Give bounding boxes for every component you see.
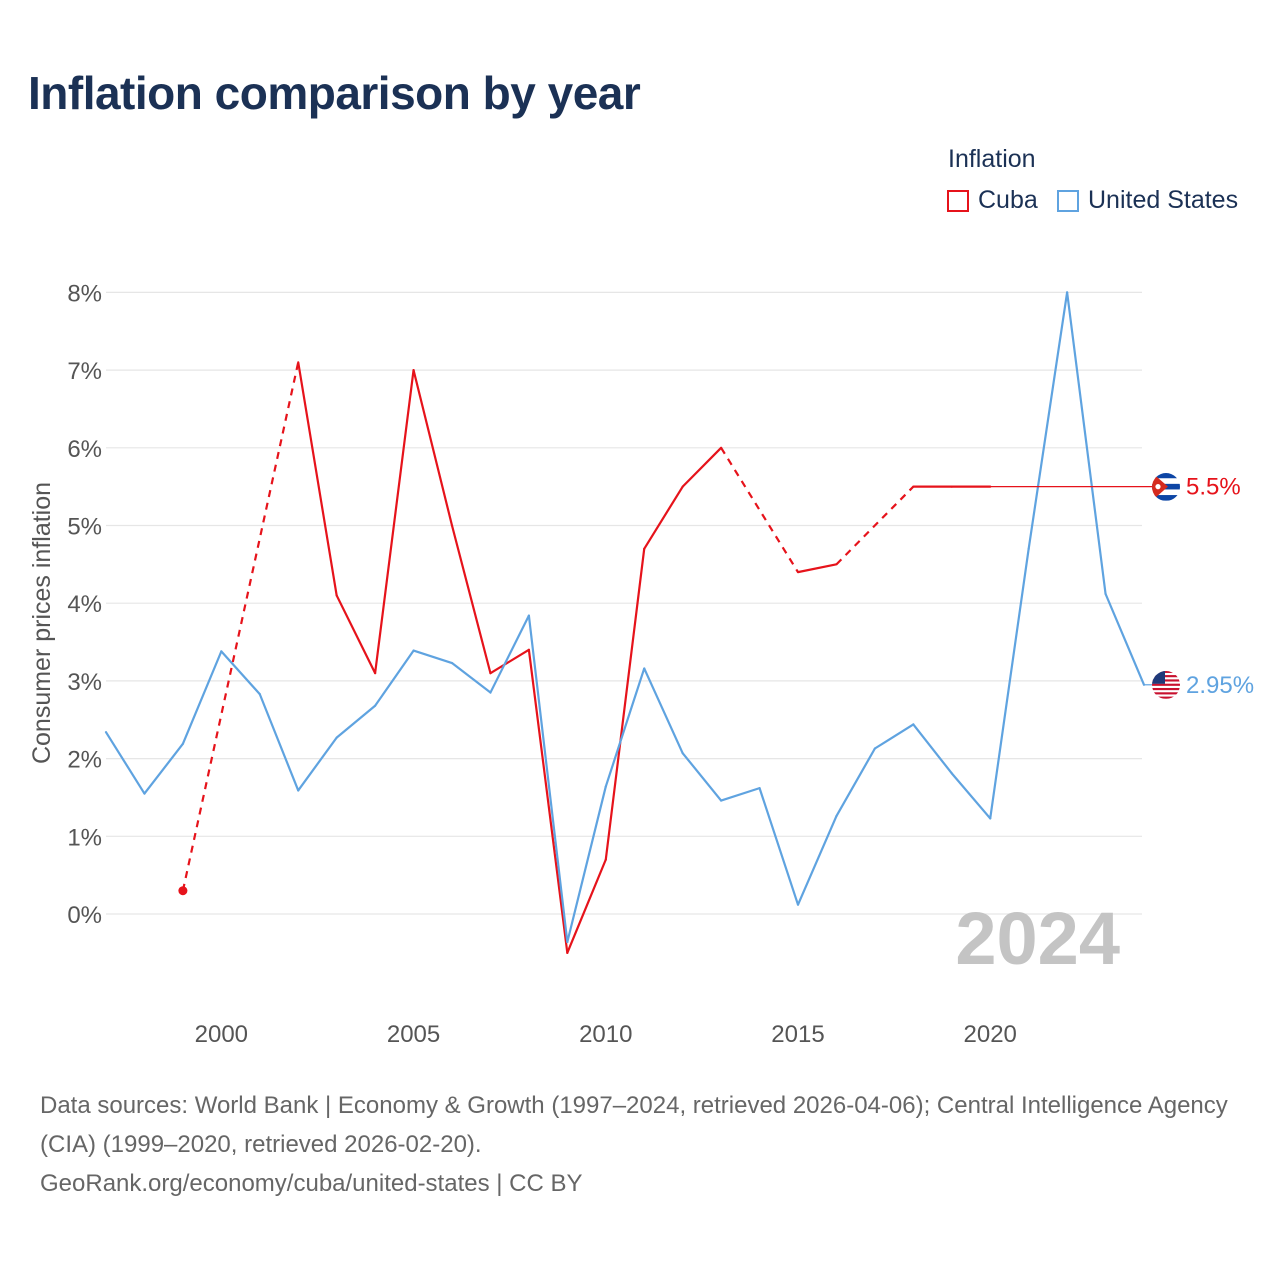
line-chart: 0%1%2%3%4%5%6%7%8% 2000 2005 2010 2015 2020 … bbox=[28, 280, 1254, 1048]
line-segment-cuba bbox=[374, 369, 415, 675]
line-segment-united-states bbox=[258, 693, 300, 792]
end-value-label-cuba: 5.5% bbox=[1186, 474, 1241, 501]
footer: Data sources: World Bank | Economy & Gro… bbox=[40, 1086, 1240, 1203]
line-segment-united-states bbox=[143, 742, 184, 795]
line-segment-cuba bbox=[412, 369, 454, 527]
x-tick-label: 2020 bbox=[964, 1021, 1017, 1048]
y-tick-label: 8% bbox=[67, 280, 102, 307]
line-segment-cuba bbox=[297, 361, 338, 597]
line-segment-cuba bbox=[489, 648, 530, 675]
y-tick-label: 6% bbox=[67, 436, 102, 463]
y-tick-label: 2% bbox=[67, 747, 102, 774]
x-tick-label: 2015 bbox=[771, 1021, 824, 1048]
line-segment-cuba bbox=[796, 563, 838, 574]
line-segment-cuba bbox=[643, 485, 684, 550]
line-segment-united-states bbox=[412, 649, 454, 665]
line-segment-cuba bbox=[566, 858, 607, 954]
line-segment-cuba bbox=[527, 648, 569, 954]
line-segment-united-states bbox=[950, 772, 992, 820]
line-segment-united-states bbox=[912, 723, 953, 775]
chart-title: Inflation comparison by year bbox=[28, 67, 641, 119]
legend-swatch-cuba bbox=[947, 189, 969, 212]
y-tick-label: 1% bbox=[67, 824, 102, 851]
x-axis-ticks: 2000 2005 2010 2015 2020 bbox=[195, 1021, 1017, 1048]
footer-sources: Data sources: World Bank | Economy & Gro… bbox=[40, 1092, 1228, 1158]
line-segment-cuba bbox=[181, 362, 300, 891]
end-value-label-united-states: 2.95% bbox=[1186, 672, 1254, 699]
line-segment-united-states bbox=[1104, 592, 1146, 686]
line-segment-cuba bbox=[835, 485, 915, 566]
line-segment-united-states bbox=[489, 614, 530, 694]
y-tick-label: 5% bbox=[67, 514, 102, 541]
line-segment-united-states bbox=[566, 785, 607, 944]
line-segment-cuba bbox=[450, 524, 492, 675]
x-tick-label: 2010 bbox=[579, 1021, 632, 1048]
y-axis-ticks: 0% 1% 2% 3% 4% 5% 6% 7% 8% bbox=[67, 280, 102, 929]
legend-swatch-united-states bbox=[1057, 189, 1079, 212]
legend-item-united-states[interactable]: United States bbox=[1057, 186, 1238, 215]
legend-label-cuba: Cuba bbox=[978, 186, 1038, 214]
line-segment-united-states bbox=[374, 649, 415, 707]
legend-label-united-states: United States bbox=[1088, 186, 1239, 214]
line-segment-cuba bbox=[335, 594, 377, 675]
us-flag-icon bbox=[1152, 671, 1180, 699]
line-segment-united-states bbox=[220, 650, 261, 696]
legend-title: Inflation bbox=[948, 145, 1036, 173]
x-tick-label: 2000 bbox=[195, 1021, 248, 1048]
gridlines bbox=[106, 291, 1142, 915]
x-tick-label: 2005 bbox=[387, 1021, 440, 1048]
line-segment-united-states bbox=[796, 814, 838, 906]
end-markers: 5.5% 2.95% bbox=[990, 473, 1254, 699]
line-segment-united-states bbox=[835, 747, 876, 818]
line-segment-cuba bbox=[604, 547, 646, 861]
start-point-cuba bbox=[178, 886, 188, 896]
line-segment-cuba bbox=[720, 447, 799, 573]
line-segment-united-states bbox=[297, 736, 338, 792]
line-segment-united-states bbox=[989, 547, 1030, 820]
line-segment-united-states bbox=[181, 650, 223, 745]
line-segment-united-states bbox=[604, 667, 646, 788]
y-axis-label: Consumer prices inflation bbox=[28, 482, 56, 764]
cuba-flag-icon bbox=[1152, 473, 1180, 501]
legend-item-cuba[interactable]: Cuba bbox=[947, 186, 1038, 215]
line-segment-cuba bbox=[681, 446, 723, 488]
y-tick-label: 0% bbox=[67, 902, 102, 929]
line-segment-united-states bbox=[104, 731, 146, 795]
series-layer bbox=[104, 291, 1146, 954]
y-tick-label: 4% bbox=[67, 591, 102, 618]
footer-credit: GeoRank.org/economy/cuba/united-states |… bbox=[40, 1170, 583, 1197]
line-segment-united-states bbox=[335, 704, 377, 739]
line-segment-united-states bbox=[873, 723, 915, 750]
line-segment-united-states bbox=[681, 752, 723, 802]
y-tick-label: 3% bbox=[67, 669, 102, 696]
line-segment-united-states bbox=[643, 667, 684, 755]
line-segment-united-states bbox=[1027, 291, 1069, 550]
y-tick-label: 7% bbox=[67, 358, 102, 385]
line-segment-united-states bbox=[450, 661, 492, 694]
line-segment-united-states bbox=[758, 787, 800, 906]
year-watermark: 2024 bbox=[955, 897, 1120, 980]
line-segment-united-states bbox=[527, 614, 569, 944]
line-segment-united-states bbox=[1066, 291, 1107, 595]
line-segment-united-states bbox=[720, 787, 761, 802]
